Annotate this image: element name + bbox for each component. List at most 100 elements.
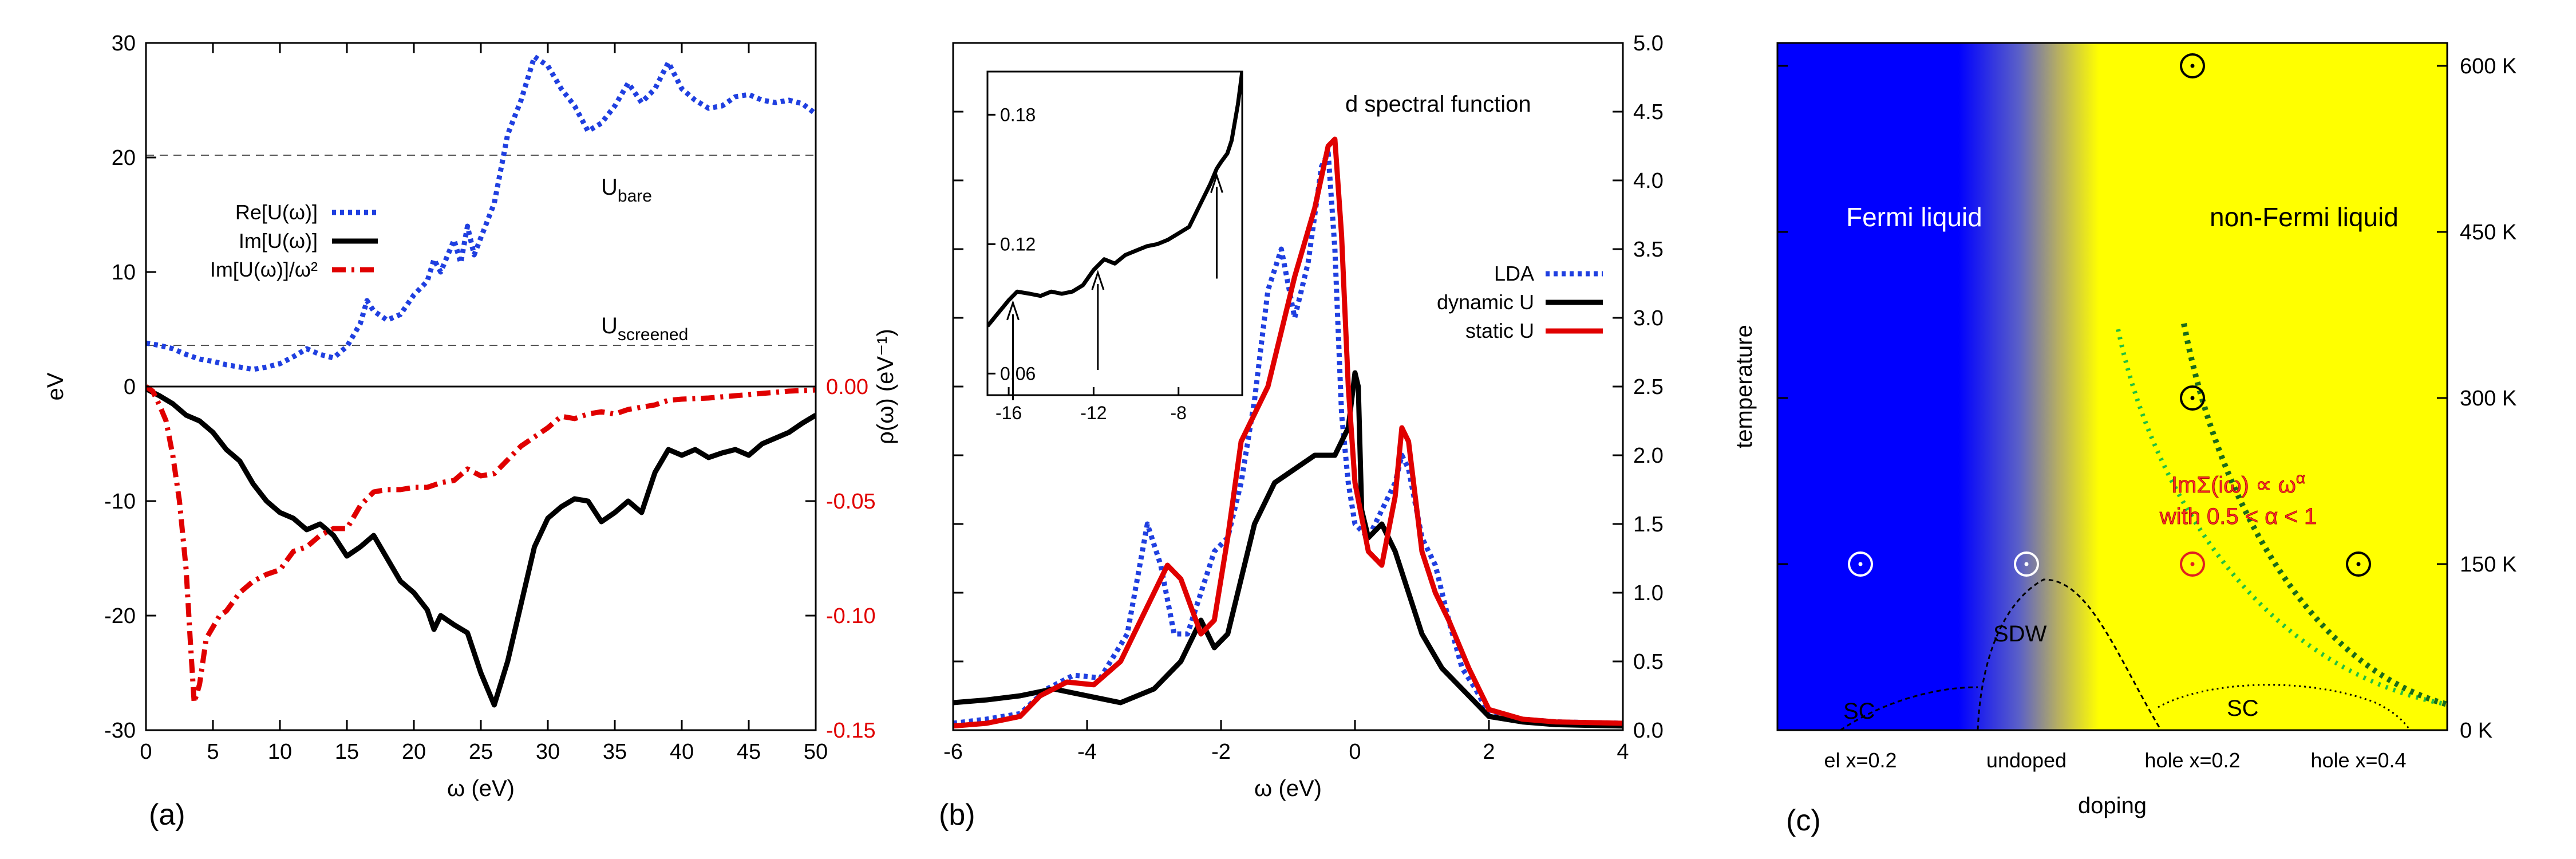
x-tick-label: 20 [402,740,426,764]
x-axis-label-a: ω (eV) [447,776,515,801]
x-tick-label: 30 [536,740,560,764]
crossover-line-outer [2181,323,2447,707]
data-point-dot [2190,396,2195,400]
y-tick-label: 0 K [2460,719,2492,743]
x-tick-label: -4 [1077,740,1097,764]
y-tick-label: 150 K [2460,553,2516,577]
self-energy-annotation-line2: with 0.5 < α < 1 [2159,504,2317,529]
panel-a: 0 5 10 15 20 25 30 35 40 45 50 -30 -20 -10 0 10 20 30 -0… [43,31,876,832]
inset-arrows [1006,172,1223,400]
y-tick-label: 3.0 [1633,306,1664,330]
x-tick-label: hole x=0.4 [2310,748,2406,772]
series-line-re-u [146,54,816,372]
y-ticks-c: 0 K 150 K 300 K 450 K 600 K [1777,54,2516,743]
y-axis-label-a: eV [43,372,68,400]
y2-tick-label: -0.15 [826,719,876,743]
data-point-marker [2180,53,2205,78]
panel-label-c: (c) [1786,804,1821,837]
legend-b: LDA dynamic U static U [1437,262,1603,342]
y-tick-label: 4.0 [1633,169,1664,193]
data-point-dot [2356,562,2361,566]
x-tick-label: 5 [207,740,219,764]
data-point-dot [2190,64,2195,68]
inset-y-ticks: 0.06 0.12 0.18 [987,104,1036,384]
non-fermi-liquid-label: non-Fermi liquid [2210,202,2399,232]
data-points-c [1848,53,2371,577]
sdw-label: SDW [1993,621,2047,647]
data-point-marker [2180,385,2205,411]
data-point-marker [1848,551,1873,577]
x-tick-label: 4 [1617,740,1629,764]
y-ticks-b: 0.0 0.5 1.0 1.5 2.0 2.5 3.0 3.5 4.0 4.5 5.0 [953,31,1664,743]
x-axis-label-b: ω (eV) [1254,776,1322,801]
y-axis-label-b: ρ(ω) (eV⁻¹) [873,329,898,444]
y-tick-label: 10 [112,261,136,285]
u-bare-label: Ubare [601,175,652,206]
series-line-im-u-over-w2 [146,384,816,706]
inset-x-tick-label: -16 [995,403,1022,423]
y-tick-label: 0 [124,375,136,399]
y-tick-label: -10 [104,490,136,514]
inset-x-tick-label: -12 [1080,403,1107,423]
sc-right-label: SC [2227,696,2259,721]
y2-ticks-a: -0.15 -0.10 -0.05 0.00 [805,375,876,743]
legend-a: Re[U(ω)] Im[U(ω)] Im[U(ω)]/ω² [210,200,378,281]
x-tick-label: el x=0.2 [1824,748,1897,772]
y-ticks-a: -30 -20 -10 0 10 20 30 [104,31,156,743]
y-tick-label: 3.5 [1633,238,1664,262]
y2-tick-label: -0.10 [826,604,876,628]
inset-y-tick-label: 0.12 [1000,234,1036,254]
y-tick-label: -30 [104,719,136,743]
series-line-im-u [146,386,816,708]
series-line-static-u [953,136,1623,729]
x-tick-label: 0 [140,740,152,764]
x-axis-label-c: doping [2078,793,2147,818]
data-point-marker [2014,551,2039,577]
x-tick-label: 15 [335,740,359,764]
inset-arrow-head [1210,172,1223,193]
panel-b: -6 -4 -2 0 2 4 0.0 0.5 1.0 1.5 2.0 2.5 3.0 3.5 4.0 4.5… [873,31,1664,832]
inset-arrow-head [1006,300,1020,321]
chart-title-b: d spectral function [1345,92,1531,117]
legend-label-im-u: Im[U(ω)] [239,229,318,253]
data-point-marker [2180,551,2205,577]
self-energy-annotation: ImΣ(iω) ∝ ωα [2171,469,2305,498]
y2-tick-label: -0.05 [826,490,876,514]
y-tick-label: 1.5 [1633,513,1664,537]
x-tick-label: undoped [1986,748,2067,772]
x-tick-label: hole x=0.2 [2144,748,2240,772]
x-tick-label: 25 [469,740,493,764]
series-line-dynamic-u [953,370,1623,729]
x-tick-label: 0 [1349,740,1361,764]
sc-dome-left [1840,686,1978,730]
x-ticks-a: 0 5 10 15 20 25 30 35 40 45 50 [140,43,828,764]
data-point-marker [2346,551,2371,577]
y-tick-label: 300 K [2460,387,2516,411]
inset-x-tick-label: -8 [1171,403,1187,423]
x-tick-label: -6 [943,740,963,764]
y2-tick-label: 0.00 [826,375,868,399]
x-tick-label: 2 [1483,740,1495,764]
x-tick-label: 10 [268,740,292,764]
u-screened-label: Uscreened [601,313,688,344]
sc-dome-right [2158,684,2411,730]
inset-b: -16 -12 -8 0.06 0.12 0.18 [986,70,1243,423]
legend-label-dynamic-u: dynamic U [1437,290,1534,314]
sdw-dome [1977,578,2162,730]
y-tick-label: 4.5 [1633,100,1664,124]
y-tick-label: 0.5 [1633,650,1664,674]
x-tick-label: -2 [1211,740,1231,764]
inset-y-tick-label: 0.18 [1000,104,1036,125]
inset-y-tick-label: 0.06 [1000,363,1036,384]
legend-label-im-u-over-w2: Im[U(ω)]/ω² [210,258,318,281]
panel-label-a: (a) [149,798,185,832]
data-point-dot [2024,562,2029,566]
phase-background [1777,43,2447,730]
x-tick-label: 35 [603,740,627,764]
x-tick-label: 50 [804,740,828,764]
sc-left-label: SC [1843,699,1875,724]
panel-c: el x=0.2 undoped hole x=0.2 hole x=0.4 0 K 1… [1732,42,2516,837]
fermi-liquid-label: Fermi liquid [1846,202,1982,232]
y-tick-label: -20 [104,604,136,628]
data-point-dot [2190,562,2195,566]
